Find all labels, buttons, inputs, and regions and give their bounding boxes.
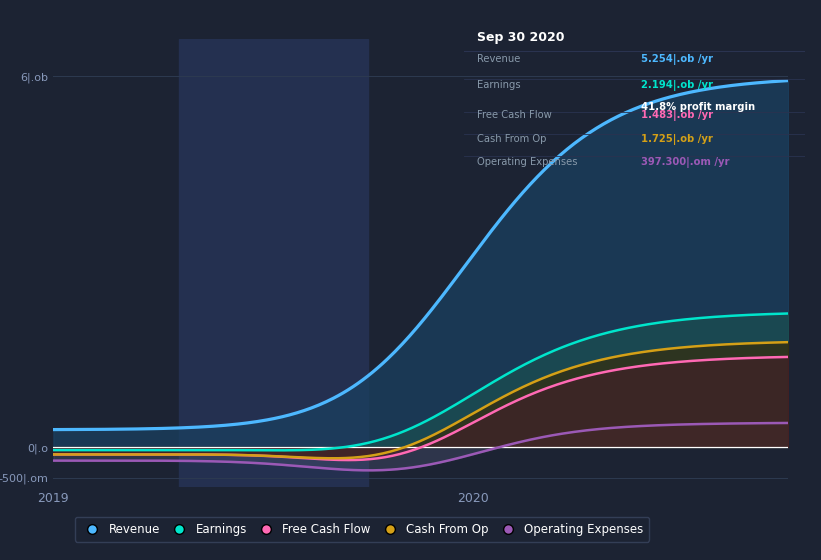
Bar xyxy=(179,39,369,487)
Text: 1.725|.ob /yr: 1.725|.ob /yr xyxy=(641,134,713,144)
Text: Free Cash Flow: Free Cash Flow xyxy=(478,110,553,120)
Text: 5.254|.ob /yr: 5.254|.ob /yr xyxy=(641,54,713,66)
Text: Operating Expenses: Operating Expenses xyxy=(478,157,578,167)
Text: Revenue: Revenue xyxy=(478,54,521,64)
Legend: Revenue, Earnings, Free Cash Flow, Cash From Op, Operating Expenses: Revenue, Earnings, Free Cash Flow, Cash … xyxy=(75,517,649,542)
Text: 41.8% profit margin: 41.8% profit margin xyxy=(641,102,755,112)
Text: 2.194|.ob /yr: 2.194|.ob /yr xyxy=(641,80,713,91)
Text: 1.483|.ob /yr: 1.483|.ob /yr xyxy=(641,110,713,120)
Text: Sep 30 2020: Sep 30 2020 xyxy=(478,31,565,44)
Text: Earnings: Earnings xyxy=(478,80,521,90)
Text: 397.300|.om /yr: 397.300|.om /yr xyxy=(641,157,730,168)
Text: Cash From Op: Cash From Op xyxy=(478,134,547,144)
